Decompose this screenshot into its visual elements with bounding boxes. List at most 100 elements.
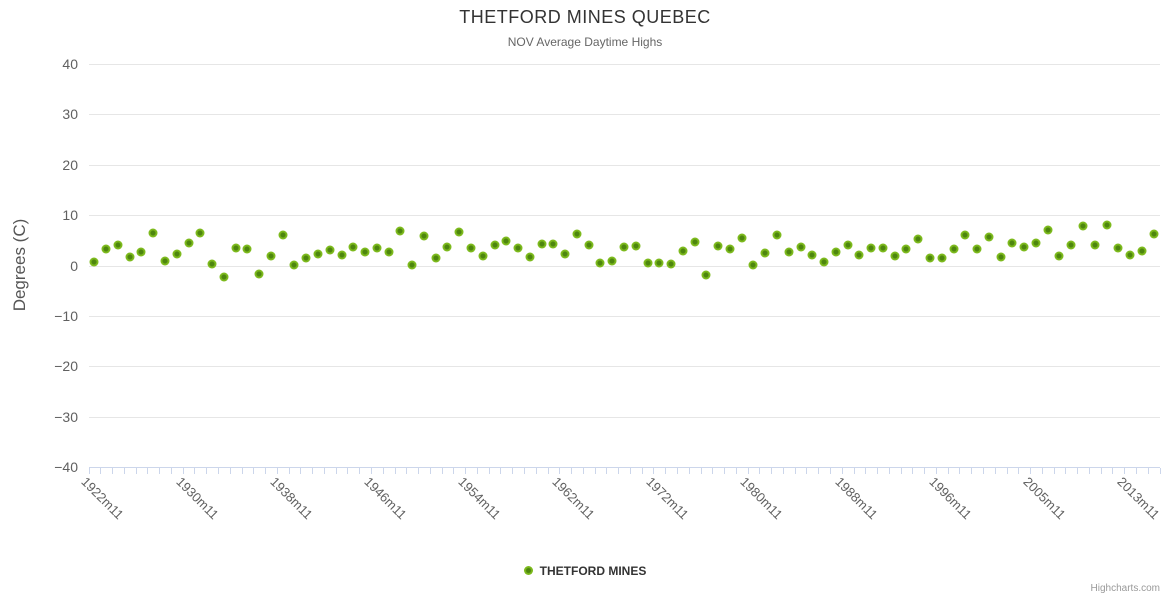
data-point[interactable]: [866, 243, 876, 253]
data-point[interactable]: [1113, 243, 1123, 253]
data-point[interactable]: [560, 249, 570, 259]
data-point[interactable]: [878, 243, 888, 253]
data-point[interactable]: [136, 247, 146, 257]
data-point[interactable]: [337, 250, 347, 260]
data-point[interactable]: [690, 237, 700, 247]
data-point[interactable]: [595, 258, 605, 268]
data-point[interactable]: [537, 239, 547, 249]
x-tick: [229, 468, 231, 474]
data-point[interactable]: [666, 259, 676, 269]
data-point[interactable]: [172, 249, 182, 259]
data-point[interactable]: [1007, 238, 1017, 248]
data-point[interactable]: [843, 240, 853, 250]
data-point[interactable]: [195, 228, 205, 238]
highcharts-credits[interactable]: Highcharts.com: [1090, 583, 1160, 594]
data-point[interactable]: [231, 243, 241, 253]
data-point[interactable]: [113, 240, 123, 250]
data-point[interactable]: [289, 260, 299, 270]
data-point[interactable]: [1031, 238, 1041, 248]
data-point[interactable]: [313, 249, 323, 259]
data-point[interactable]: [772, 230, 782, 240]
data-point[interactable]: [101, 244, 111, 254]
data-point[interactable]: [949, 244, 959, 254]
data-point[interactable]: [748, 260, 758, 270]
data-point[interactable]: [654, 258, 664, 268]
x-tick-label: 1988m11: [832, 474, 881, 523]
data-point[interactable]: [913, 234, 923, 244]
data-point[interactable]: [631, 241, 641, 251]
data-point[interactable]: [348, 242, 358, 252]
data-point[interactable]: [207, 259, 217, 269]
data-point[interactable]: [360, 247, 370, 257]
data-point[interactable]: [407, 260, 417, 270]
data-point[interactable]: [395, 226, 405, 236]
data-point[interactable]: [89, 257, 99, 267]
data-point[interactable]: [442, 242, 452, 252]
data-point[interactable]: [466, 243, 476, 253]
data-point[interactable]: [619, 242, 629, 252]
data-point[interactable]: [184, 238, 194, 248]
data-point[interactable]: [1054, 251, 1064, 261]
data-point[interactable]: [572, 229, 582, 239]
data-point[interactable]: [984, 232, 994, 242]
data-point[interactable]: [737, 233, 747, 243]
data-point[interactable]: [1137, 246, 1147, 256]
data-point[interactable]: [901, 244, 911, 254]
data-point[interactable]: [301, 253, 311, 263]
data-point[interactable]: [760, 248, 770, 258]
data-point[interactable]: [548, 239, 558, 249]
data-point[interactable]: [854, 250, 864, 260]
x-tick: [1006, 468, 1008, 474]
data-point[interactable]: [325, 245, 335, 255]
data-point[interactable]: [372, 243, 382, 253]
data-point[interactable]: [831, 247, 841, 257]
data-point[interactable]: [419, 231, 429, 241]
x-tick: [276, 468, 278, 474]
data-point[interactable]: [1078, 221, 1088, 231]
data-point[interactable]: [490, 240, 500, 250]
x-tick: [853, 468, 855, 474]
data-point[interactable]: [819, 257, 829, 267]
data-point[interactable]: [513, 243, 523, 253]
data-point[interactable]: [1090, 240, 1100, 250]
data-point[interactable]: [678, 246, 688, 256]
data-point[interactable]: [278, 230, 288, 240]
data-point[interactable]: [996, 252, 1006, 262]
data-point[interactable]: [972, 244, 982, 254]
data-point[interactable]: [219, 272, 229, 282]
data-point[interactable]: [1102, 220, 1112, 230]
data-point[interactable]: [242, 244, 252, 254]
data-point[interactable]: [384, 247, 394, 257]
data-point[interactable]: [148, 228, 158, 238]
data-point[interactable]: [431, 253, 441, 263]
data-point[interactable]: [1019, 242, 1029, 252]
data-point[interactable]: [807, 250, 817, 260]
data-point[interactable]: [1125, 250, 1135, 260]
data-point[interactable]: [254, 269, 264, 279]
data-point[interactable]: [607, 256, 617, 266]
x-tick: [841, 468, 843, 474]
data-point[interactable]: [478, 251, 488, 261]
data-point[interactable]: [1066, 240, 1076, 250]
data-point[interactable]: [525, 252, 535, 262]
data-point[interactable]: [643, 258, 653, 268]
data-point[interactable]: [796, 242, 806, 252]
data-point[interactable]: [125, 252, 135, 262]
data-point[interactable]: [701, 270, 711, 280]
data-point[interactable]: [501, 236, 511, 246]
data-point[interactable]: [454, 227, 464, 237]
data-point[interactable]: [890, 251, 900, 261]
data-point[interactable]: [1043, 225, 1053, 235]
data-point[interactable]: [713, 241, 723, 251]
data-point[interactable]: [160, 256, 170, 266]
x-tick: [747, 468, 749, 474]
data-point[interactable]: [925, 253, 935, 263]
data-point[interactable]: [266, 251, 276, 261]
data-point[interactable]: [725, 244, 735, 254]
data-point[interactable]: [937, 253, 947, 263]
legend-item[interactable]: THETFORD MINES: [523, 564, 646, 578]
data-point[interactable]: [1149, 229, 1159, 239]
data-point[interactable]: [960, 230, 970, 240]
data-point[interactable]: [584, 240, 594, 250]
data-point[interactable]: [784, 247, 794, 257]
